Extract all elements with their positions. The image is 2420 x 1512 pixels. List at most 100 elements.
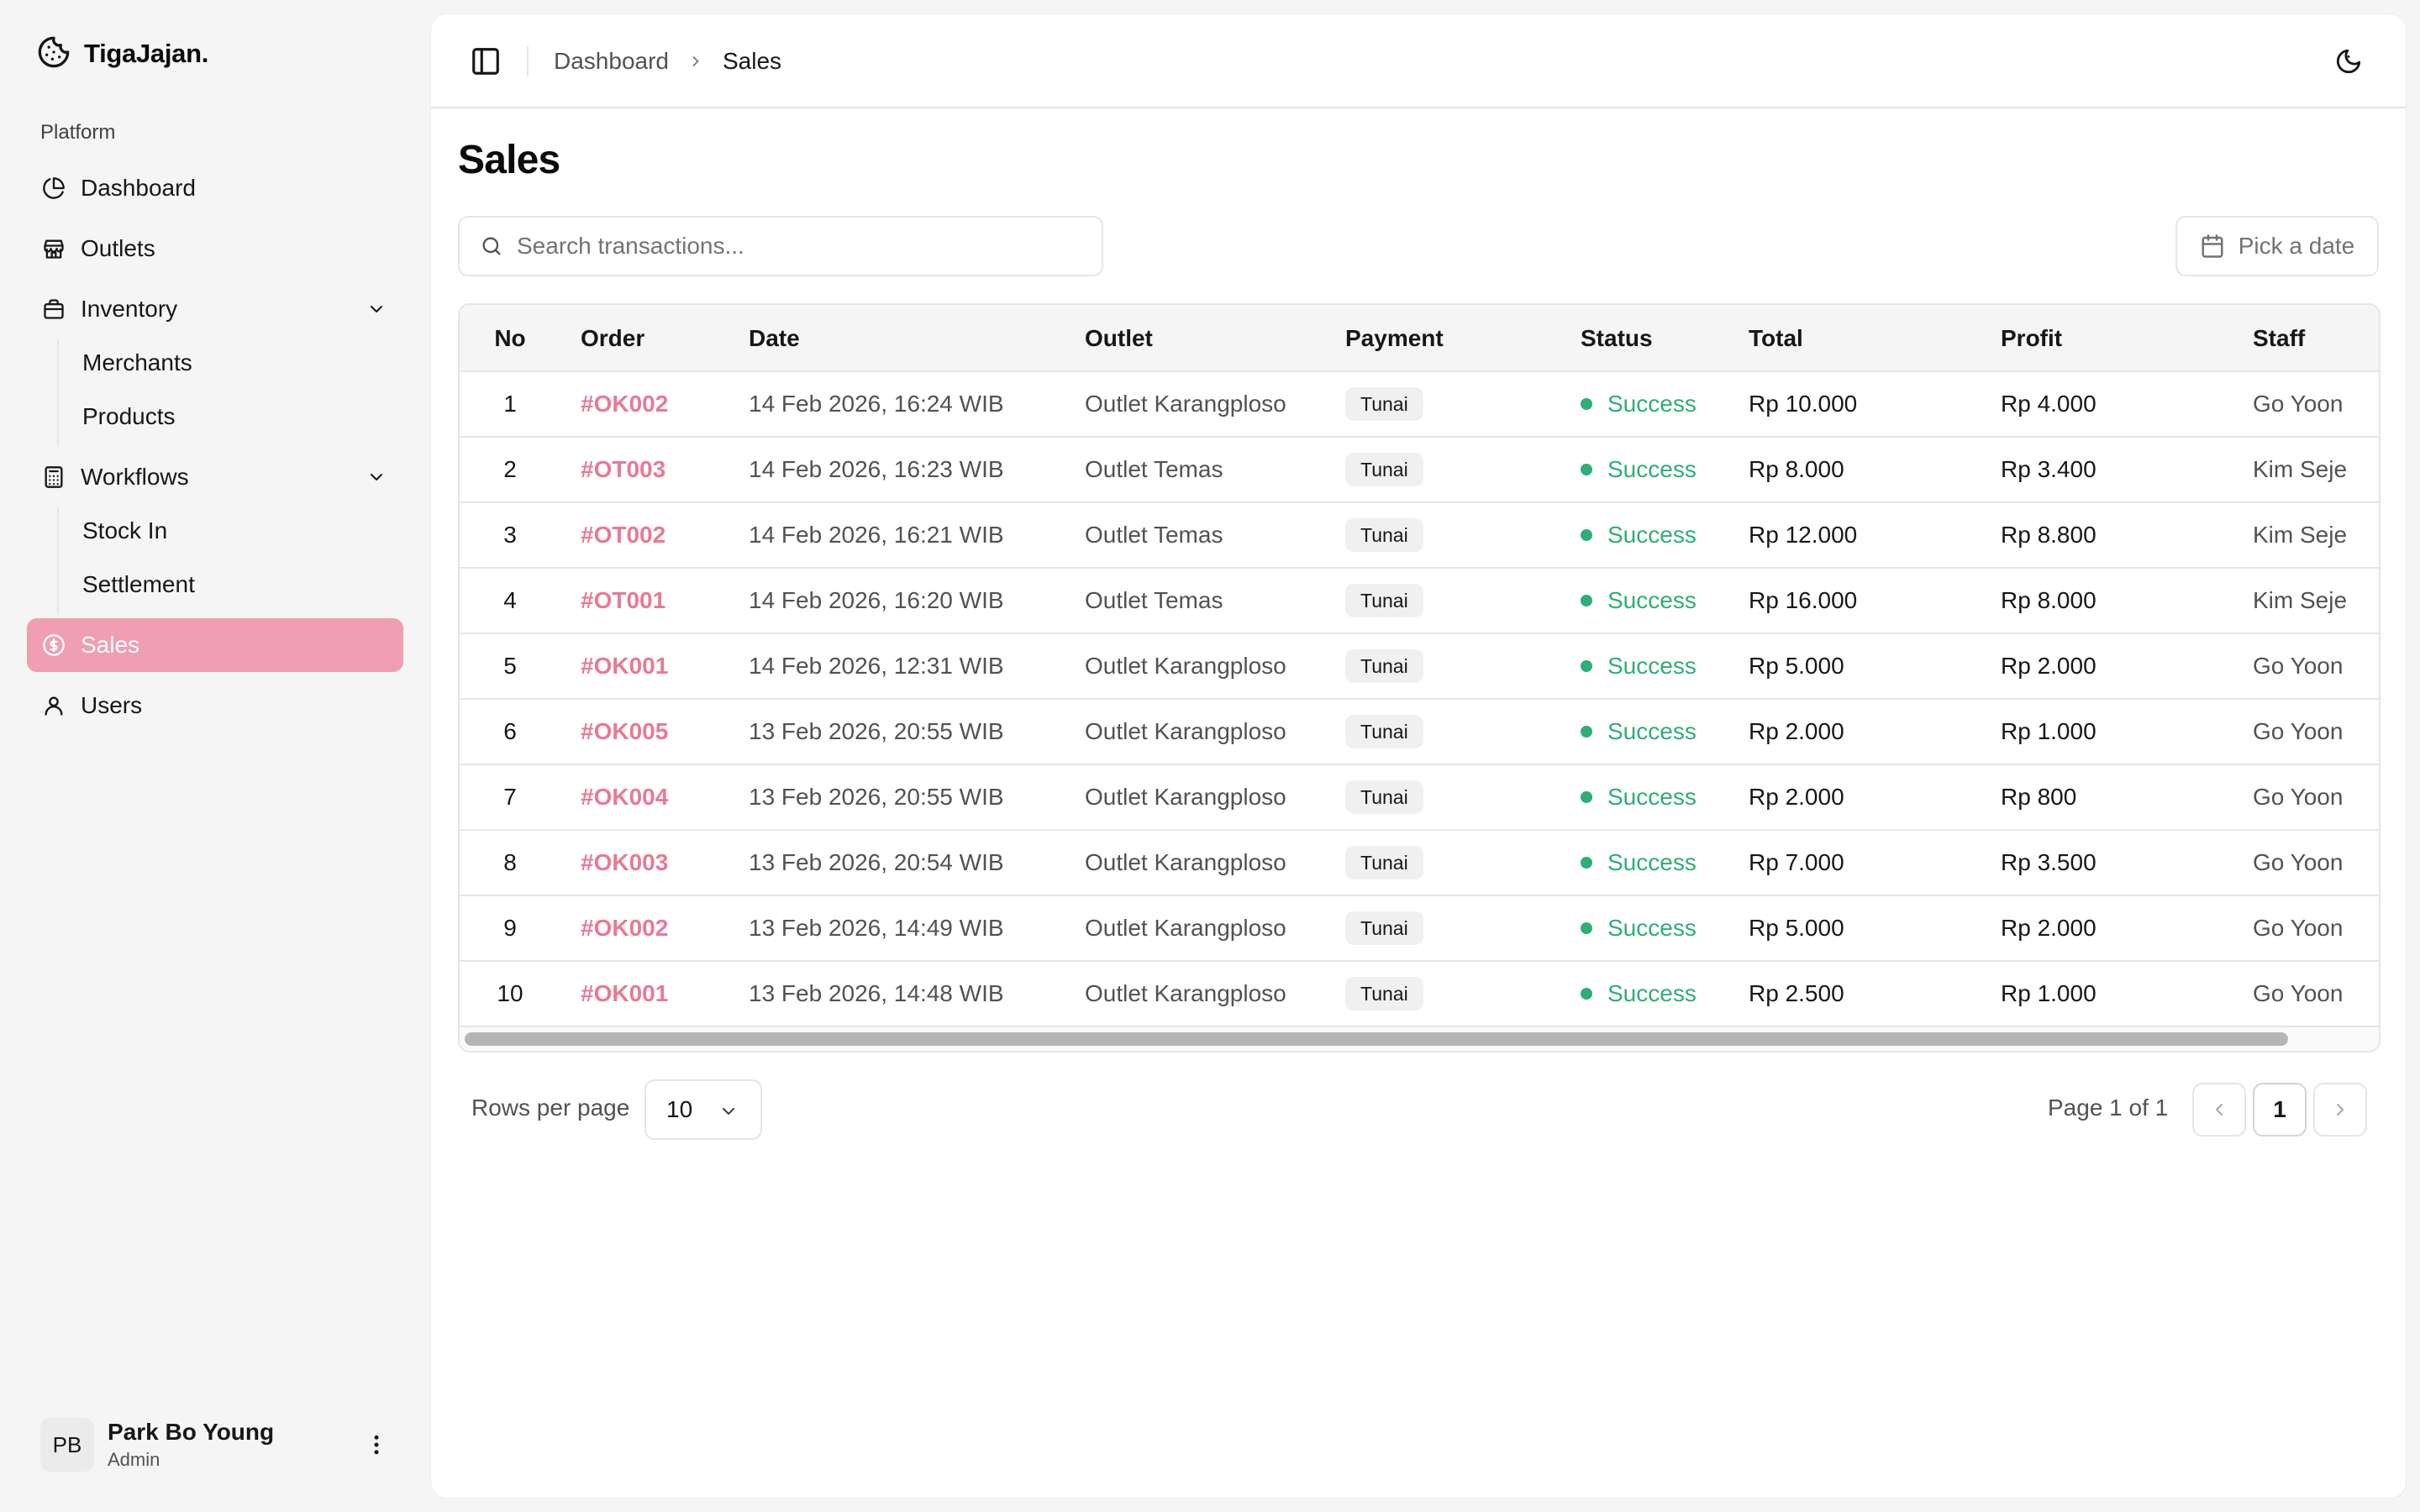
table-row[interactable]: 8 #OK003 13 Feb 2026, 20:54 WIB Outlet Kara… <box>460 831 2379 896</box>
column-header-no[interactable]: No <box>494 325 526 351</box>
cell-order[interactable]: #OK003 <box>581 849 669 875</box>
prev-page-button[interactable] <box>2192 1083 2246 1137</box>
column-header-status[interactable]: Status <box>1581 325 1653 351</box>
rows-per-page-select[interactable]: 10 <box>644 1079 762 1140</box>
table-row[interactable]: 10 #OK001 13 Feb 2026, 14:48 WIB Outlet Kar… <box>460 962 2379 1027</box>
sidebar-item-products[interactable]: Products <box>82 403 176 429</box>
cell-staff: Go Yoon <box>2253 784 2344 810</box>
chevron-right-icon <box>687 53 704 70</box>
cell-order[interactable]: #OK002 <box>581 915 669 941</box>
search-box[interactable] <box>458 216 1103 276</box>
cell-outlet: Outlet Karangploso <box>1085 653 1286 679</box>
column-header-date[interactable]: Date <box>749 325 800 351</box>
column-header-payment[interactable]: Payment <box>1345 325 1444 351</box>
date-picker-button[interactable]: Pick a date <box>2175 216 2379 276</box>
cell-order[interactable]: #OK004 <box>581 784 669 810</box>
cell-profit: Rp 2.000 <box>2001 653 2096 679</box>
column-header-total[interactable]: Total <box>1749 325 1803 351</box>
horizontal-scrollbar[interactable] <box>460 1027 2379 1051</box>
cell-status: Success <box>1581 503 1697 567</box>
cell-profit: Rp 8.000 <box>2001 587 2096 613</box>
cell-payment: Tunai <box>1345 503 1423 567</box>
brand[interactable]: TigaJajan. <box>37 35 208 72</box>
cell-staff: Go Yoon <box>2253 391 2344 417</box>
cell-payment: Tunai <box>1345 896 1423 960</box>
page-button-current[interactable]: 1 <box>2253 1083 2307 1137</box>
cell-total: Rp 2.500 <box>1749 980 1844 1006</box>
next-page-button[interactable] <box>2313 1083 2367 1137</box>
cell-date: 14 Feb 2026, 16:21 WIB <box>749 522 1004 548</box>
table-row[interactable]: 7 #OK004 13 Feb 2026, 20:55 WIB Outlet Kara… <box>460 765 2379 831</box>
sidebar-item-label: Sales <box>81 632 140 658</box>
cell-no: 1 <box>503 391 517 417</box>
column-header-order[interactable]: Order <box>581 325 645 351</box>
column-header-profit[interactable]: Profit <box>2001 325 2063 351</box>
cell-outlet: Outlet Temas <box>1085 456 1223 482</box>
status-label: Success <box>1607 980 1697 1006</box>
cell-outlet: Outlet Karangploso <box>1085 391 1286 417</box>
cell-staff: Go Yoon <box>2253 849 2344 875</box>
breadcrumb: Dashboard Sales <box>554 45 781 78</box>
cell-payment: Tunai <box>1345 831 1423 895</box>
cell-order[interactable]: #OT001 <box>581 587 666 613</box>
table-row[interactable]: 1 #OK002 14 Feb 2026, 16:24 WIB Outlet Kara… <box>460 372 2379 438</box>
table-row[interactable]: 2 #OT003 14 Feb 2026, 16:23 WIB Outlet Tema… <box>460 438 2379 503</box>
sidebar-item-settlement[interactable]: Settlement <box>82 571 195 597</box>
user-profile[interactable]: PB Park Bo Young Admin <box>27 1411 403 1478</box>
sidebar-item-workflows[interactable]: Workflows <box>27 450 403 504</box>
payment-badge: Tunai <box>1345 584 1423 617</box>
chevron-down-icon <box>371 306 382 312</box>
sidebar-item-dashboard[interactable]: Dashboard <box>27 161 403 215</box>
cell-total: Rp 12.000 <box>1749 522 1858 548</box>
sidebar-toggle-icon[interactable] <box>470 45 502 77</box>
sidebar-item-stock-in[interactable]: Stock In <box>82 517 168 543</box>
column-header-outlet[interactable]: Outlet <box>1085 325 1153 351</box>
sidebar-item-sales[interactable]: Sales <box>27 618 403 672</box>
cell-profit: Rp 4.000 <box>2001 391 2096 417</box>
status-label: Success <box>1607 784 1697 810</box>
cell-payment: Tunai <box>1345 372 1423 436</box>
cell-payment: Tunai <box>1345 700 1423 764</box>
cell-outlet: Outlet Karangploso <box>1085 784 1286 810</box>
sidebar-item-label: Outlets <box>81 235 155 261</box>
chevron-left-icon <box>2216 1104 2223 1116</box>
sidebar-item-users[interactable]: Users <box>27 679 403 732</box>
status-dot <box>1581 988 1592 1000</box>
scrollbar-thumb[interactable] <box>465 1032 2288 1046</box>
cell-order[interactable]: #OK001 <box>581 980 669 1006</box>
cell-date: 13 Feb 2026, 20:55 WIB <box>749 718 1004 744</box>
cell-no: 8 <box>503 849 517 875</box>
status-dot <box>1581 660 1592 672</box>
theme-toggle-icon[interactable] <box>2332 45 2365 78</box>
table-row[interactable]: 5 #OK001 14 Feb 2026, 12:31 WIB Outlet Kara… <box>460 634 2379 700</box>
cell-no: 3 <box>503 522 517 548</box>
page-title: Sales <box>458 138 560 182</box>
search-input[interactable] <box>517 233 1102 260</box>
cell-staff: Go Yoon <box>2253 915 2344 941</box>
cell-date: 14 Feb 2026, 12:31 WIB <box>749 653 1004 679</box>
table-row[interactable]: 3 #OT002 14 Feb 2026, 16:21 WIB Outlet Tema… <box>460 503 2379 569</box>
cell-order[interactable]: #OT003 <box>581 456 666 482</box>
cell-total: Rp 5.000 <box>1749 653 1844 679</box>
cell-status: Success <box>1581 372 1697 436</box>
sidebar-item-outlets[interactable]: Outlets <box>27 222 403 276</box>
status-label: Success <box>1607 718 1697 744</box>
column-header-staff[interactable]: Staff <box>2253 325 2306 351</box>
sidebar-group-label: Platform <box>40 121 116 144</box>
breadcrumb-dashboard[interactable]: Dashboard <box>554 48 669 74</box>
status-label: Success <box>1607 456 1697 482</box>
cell-date: 14 Feb 2026, 16:24 WIB <box>749 391 1004 417</box>
more-vertical-icon[interactable] <box>360 1428 393 1462</box>
header-divider <box>527 46 529 76</box>
table-row[interactable]: 9 #OK002 13 Feb 2026, 14:49 WIB Outlet Kara… <box>460 896 2379 962</box>
cell-order[interactable]: #OT002 <box>581 522 666 548</box>
table-row[interactable]: 6 #OK005 13 Feb 2026, 20:55 WIB Outlet Kara… <box>460 700 2379 765</box>
cell-outlet: Outlet Temas <box>1085 587 1223 613</box>
cell-order[interactable]: #OK002 <box>581 391 669 417</box>
sidebar-item-merchants[interactable]: Merchants <box>82 349 192 375</box>
cell-order[interactable]: #OK001 <box>581 653 669 679</box>
cell-order[interactable]: #OK005 <box>581 718 669 744</box>
sidebar-item-inventory[interactable]: Inventory <box>27 282 403 336</box>
table-row[interactable]: 4 #OT001 14 Feb 2026, 16:20 WIB Outlet Tema… <box>460 569 2379 634</box>
rows-per-page-value: 10 <box>666 1096 693 1122</box>
